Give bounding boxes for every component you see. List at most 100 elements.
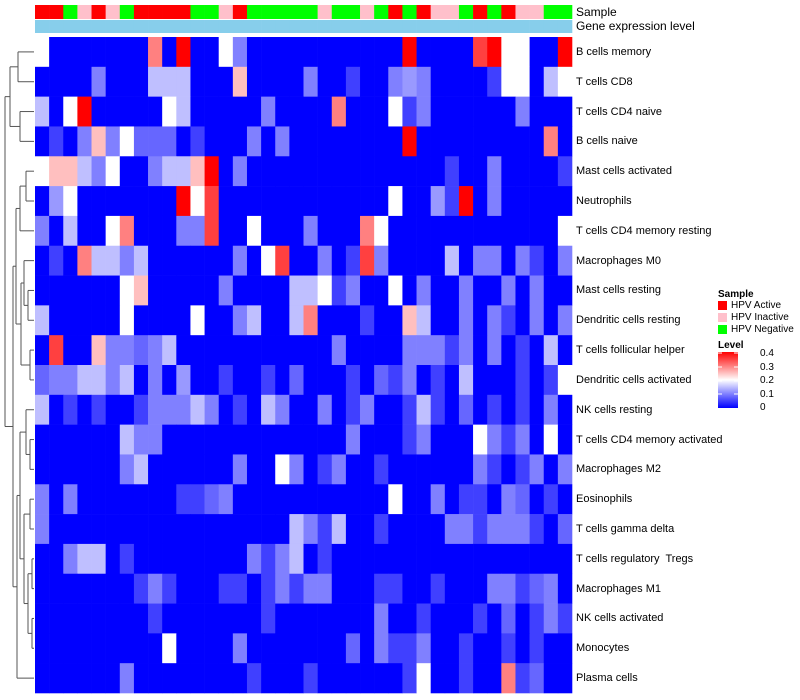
heatmap-cell [232,394,248,425]
heatmap-cell [77,424,92,455]
heatmap-cell [148,573,163,604]
heatmap-cell [416,454,431,485]
heatmap-cell [444,663,460,694]
heatmap-cell [232,663,248,694]
sample-annotation-cell [458,5,474,19]
sample-annotation-cell [232,5,248,19]
heatmap-cell [35,245,50,276]
row-label: Mast cells resting [576,284,661,297]
heatmap-cell [275,305,290,336]
heatmap-cell [444,245,460,276]
heatmap-cell [317,275,333,306]
heatmap-cell [119,186,135,217]
heatmap-cell [374,245,389,276]
heatmap-cell [388,543,403,575]
sample-annotation-cell [501,5,516,19]
heatmap-cell [303,335,318,366]
heatmap-cell [360,305,375,336]
heatmap-cell [303,245,318,276]
heatmap-cell [63,633,78,664]
heatmap-cell [176,96,191,127]
heatmap-cell [204,454,220,485]
heatmap-cell [133,126,149,157]
heatmap-cell [176,365,191,396]
heatmap-cell [289,514,304,545]
row-label: NK cells resting [576,403,653,416]
heatmap-cell [49,424,64,455]
heatmap-cell [148,365,163,396]
heatmap-cell [345,663,361,694]
heatmap-cell [148,275,163,306]
heatmap-cell [49,394,64,425]
heatmap-cell [515,603,530,634]
heatmap-cell [303,37,318,68]
heatmap-cell [487,633,502,664]
heatmap-cell [204,37,220,68]
heatmap-cell [501,394,516,425]
heatmap-cell [162,335,177,366]
gene-expression-cell [77,20,92,33]
heatmap-cell [218,275,234,306]
heatmap-cell [430,484,446,515]
gene-expression-cell [473,20,488,33]
heatmap-cell [148,245,163,276]
heatmap-cell [529,454,545,485]
heatmap-cell [218,514,234,545]
legend-swatch-hpv-inactive [718,313,727,322]
heatmap-cell [416,96,431,127]
heatmap-cell [529,126,545,157]
heatmap-cell [557,365,573,396]
heatmap-cell [374,663,389,694]
heatmap-cell [543,156,559,187]
heatmap-cell [91,126,106,157]
heatmap-cell [374,543,389,575]
heatmap-cell [148,215,163,247]
heatmap-cell [246,335,262,366]
heatmap-cell [49,37,64,68]
heatmap-cell [529,543,545,575]
heatmap-cell [360,335,375,366]
heatmap-cell [133,66,149,97]
heatmap-cell [388,603,403,634]
heatmap-cell [289,484,304,515]
sample-track-label: Sample [576,5,617,19]
heatmap-cell [543,424,559,455]
gene-expression-cell [246,20,262,33]
heatmap-cell [289,156,304,187]
heatmap-cell [529,603,545,634]
heatmap-cell [133,454,149,485]
heatmap-cell [162,543,177,575]
heatmap-cell [190,335,205,366]
heatmap-cell [232,603,248,634]
heatmap-cell [374,365,389,396]
heatmap-cell [430,514,446,545]
heatmap-cell [162,245,177,276]
heatmap-cell [289,424,304,455]
heatmap-cell [374,186,389,217]
heatmap-cell [402,66,417,97]
gene-expression-cell [232,20,248,33]
heatmap-cell [444,573,460,604]
heatmap-cell [515,96,530,127]
heatmap-cell [148,335,163,366]
level-tick-0-4: 0.4 [760,348,774,359]
heatmap-cell [289,335,304,366]
heatmap-cell [232,245,248,276]
heatmap-cell [204,335,220,366]
heatmap-cell [515,454,530,485]
heatmap-cell [360,186,375,217]
heatmap-cell [473,156,488,187]
heatmap-cell [501,66,516,97]
heatmap-cell [515,215,530,247]
heatmap-cell [543,394,559,425]
gene-expression-cell [444,20,460,33]
heatmap-cell [388,365,403,396]
heatmap-cell [515,156,530,187]
heatmap-cell [105,186,121,217]
sample-annotation-cell [515,5,530,19]
heatmap-cell [232,514,248,545]
heatmap-cell [91,37,106,68]
heatmap-cell [487,126,502,157]
heatmap-cell [119,633,135,664]
heatmap-cell [473,96,488,127]
